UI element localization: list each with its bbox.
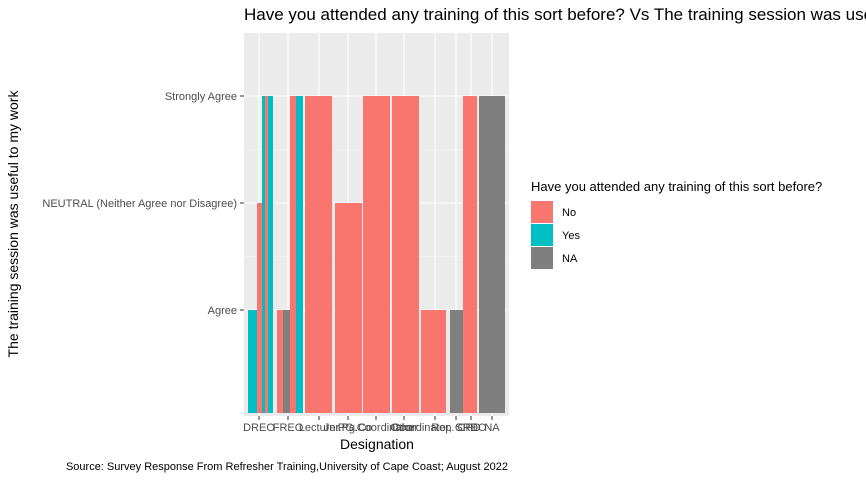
y-axis-title: The training session was useful to my wo… [5, 90, 21, 358]
bar-dreo-yes [248, 310, 257, 413]
bar-freo-no [290, 96, 297, 413]
bar-freo-na [283, 310, 292, 413]
bar-jnr-pg-co-no [335, 203, 362, 413]
source-caption: Source: Survey Response From Refresher T… [66, 461, 508, 473]
x-tick-label: Rep. CPD [431, 422, 481, 434]
bar-rep-cpd-na [450, 310, 463, 413]
y-tick-label: Strongly Agree [165, 91, 237, 103]
bar-rep-cpd-no [421, 310, 446, 413]
bars [248, 96, 505, 413]
x-tick-label: SREO [455, 422, 487, 434]
legend-label-no: No [562, 207, 576, 219]
legend-key-na [531, 247, 553, 269]
x-tick-label: NA [484, 422, 500, 434]
y-axis: Agree NEUTRAL (Neither Agree nor Disagree… [42, 91, 244, 317]
legend-label-na: NA [562, 253, 578, 265]
x-tick-label: DREO [243, 422, 275, 434]
bar-dreo-yes [268, 96, 273, 413]
x-axis: DREOFREOLecturerJnr.Pg.CoPG.CoordinatorO… [243, 416, 500, 434]
bar-lecturer-no [305, 96, 332, 413]
legend-key-no [531, 201, 553, 223]
x-tick-label: PG.Coordinator [338, 422, 415, 434]
chart-title: Have you attended any training of this s… [244, 5, 866, 24]
legend-key-yes [531, 224, 553, 246]
x-tick-label: Jnr.Pg.Co [324, 422, 372, 434]
bar-dreo-no [257, 203, 265, 413]
y-tick-label: Agree [208, 305, 237, 317]
x-axis-title: Designation [340, 436, 414, 452]
x-tick-label: Lecturer [299, 422, 340, 434]
bar-pg-coordinator-no [363, 96, 390, 413]
bar-dreo-yes [262, 96, 267, 413]
legend: No Yes NA [531, 201, 580, 269]
x-tick-label: Coordinator, CPD [392, 422, 478, 434]
x-tick-label: Other [390, 422, 418, 434]
legend-label-yes: Yes [562, 230, 580, 242]
bar-coordinator-cpd-no [392, 96, 419, 413]
legend-title: Have you attended any training of this s… [531, 179, 822, 194]
y-tick-label: NEUTRAL (Neither Agree nor Disagree) [42, 198, 237, 210]
bar-freo-yes [296, 96, 303, 413]
bar-na-na [479, 96, 505, 413]
bar-sreo-no [463, 96, 477, 413]
x-tick-label: FREO [273, 422, 304, 434]
